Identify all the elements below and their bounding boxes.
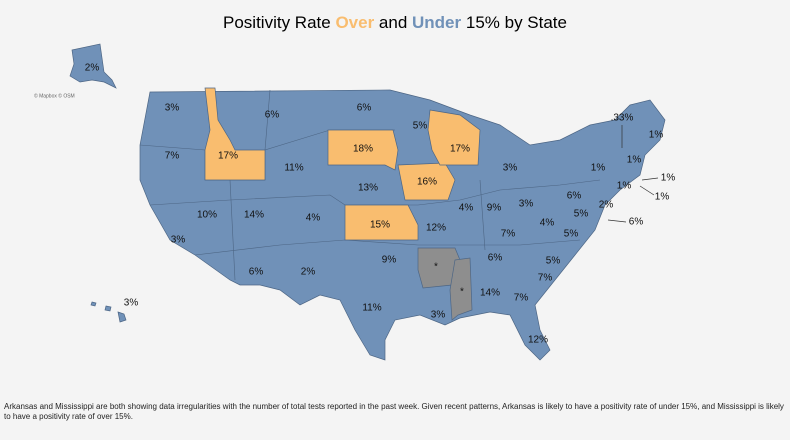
state-label: 11%	[284, 163, 303, 174]
state-label: 1%	[661, 173, 676, 184]
borders	[264, 89, 271, 151]
borders	[194, 239, 581, 256]
state-label: 1%	[649, 130, 664, 141]
state-label: 9%	[382, 255, 397, 266]
state-label: *	[460, 287, 464, 298]
state-label: 1%	[627, 155, 642, 166]
leader-lines	[607, 125, 659, 223]
state-label: 17%	[450, 144, 470, 155]
state-label: 6%	[249, 267, 264, 278]
state-label: 10%	[197, 210, 217, 221]
title-part: Positivity Rate	[223, 13, 335, 32]
hawaii	[117, 311, 127, 323]
state-label: 4%	[540, 218, 555, 229]
state-label: 1%	[655, 192, 670, 203]
state-label: 4%	[459, 203, 474, 214]
state-label: 3%	[503, 163, 518, 174]
kansas	[344, 204, 419, 241]
state-label: 5%	[564, 229, 579, 240]
title-under: Under	[412, 13, 462, 32]
state-label: 7%	[514, 293, 529, 304]
state-label: 9%	[487, 203, 502, 214]
state-label: 5%	[574, 209, 589, 220]
state-label: 5%	[413, 121, 428, 132]
state-label: 3%	[431, 310, 446, 321]
state-label: 17%	[218, 151, 238, 162]
state-label: 11%	[362, 303, 381, 314]
state-label: 5%	[546, 256, 561, 267]
title: Positivity Rate Over and Under 15% by St…	[223, 13, 567, 32]
state-label: 15%	[370, 220, 390, 231]
title-over: Over	[335, 13, 374, 32]
leader-line	[641, 177, 659, 181]
attribution: © Mapbox © OSM	[34, 92, 75, 99]
state-label: 4%	[306, 213, 321, 224]
state-label: 2%	[301, 267, 316, 278]
south-dakota	[327, 129, 399, 171]
state-label: 2%	[599, 200, 614, 211]
state-label: 3%	[171, 235, 186, 246]
map: Positivity Rate Over and Under 15% by St…	[34, 13, 676, 361]
title-part: and	[374, 13, 412, 32]
state-label: 16%	[417, 177, 437, 188]
state-label: 7%	[165, 151, 180, 162]
state-label: 14%	[480, 288, 500, 299]
state-label: 1%	[591, 163, 606, 174]
state-label: 3%	[519, 199, 534, 210]
leader-line	[607, 219, 627, 223]
state-label: 7%	[538, 273, 553, 284]
state-label: 14%	[244, 210, 264, 221]
alaska	[69, 43, 117, 89]
state-label: 12%	[528, 335, 548, 346]
state-label: 6%	[357, 103, 372, 114]
mississippi	[449, 257, 473, 321]
leader-line	[639, 185, 655, 196]
over-shapes	[204, 87, 481, 241]
state-label: *	[434, 262, 438, 273]
state-label: 18%	[353, 144, 373, 155]
state-label: 6%	[488, 253, 503, 264]
state-label: 6%	[265, 110, 280, 121]
state-label: 1%	[617, 181, 632, 192]
borders	[149, 179, 601, 206]
idaho	[204, 87, 266, 181]
state-label: 2%	[85, 63, 100, 74]
borders	[229, 179, 236, 281]
hawaii	[90, 301, 97, 307]
title-part: 15% by State	[461, 13, 567, 32]
state-label: 12%	[426, 223, 446, 234]
irregular-shapes	[417, 247, 473, 321]
state-label: 7%	[501, 229, 516, 240]
footnote: Arkansas and Mississippi are both showin…	[4, 402, 784, 421]
state-label: .33%	[611, 113, 634, 124]
state-label: 3%	[124, 298, 139, 309]
state-label: 6%	[567, 191, 582, 202]
wisconsin	[427, 109, 481, 166]
state-label: 13%	[358, 183, 378, 194]
hawaii	[104, 305, 112, 312]
state-label: 3%	[165, 103, 180, 114]
borders	[479, 179, 486, 251]
state-label: 6%	[629, 217, 644, 228]
